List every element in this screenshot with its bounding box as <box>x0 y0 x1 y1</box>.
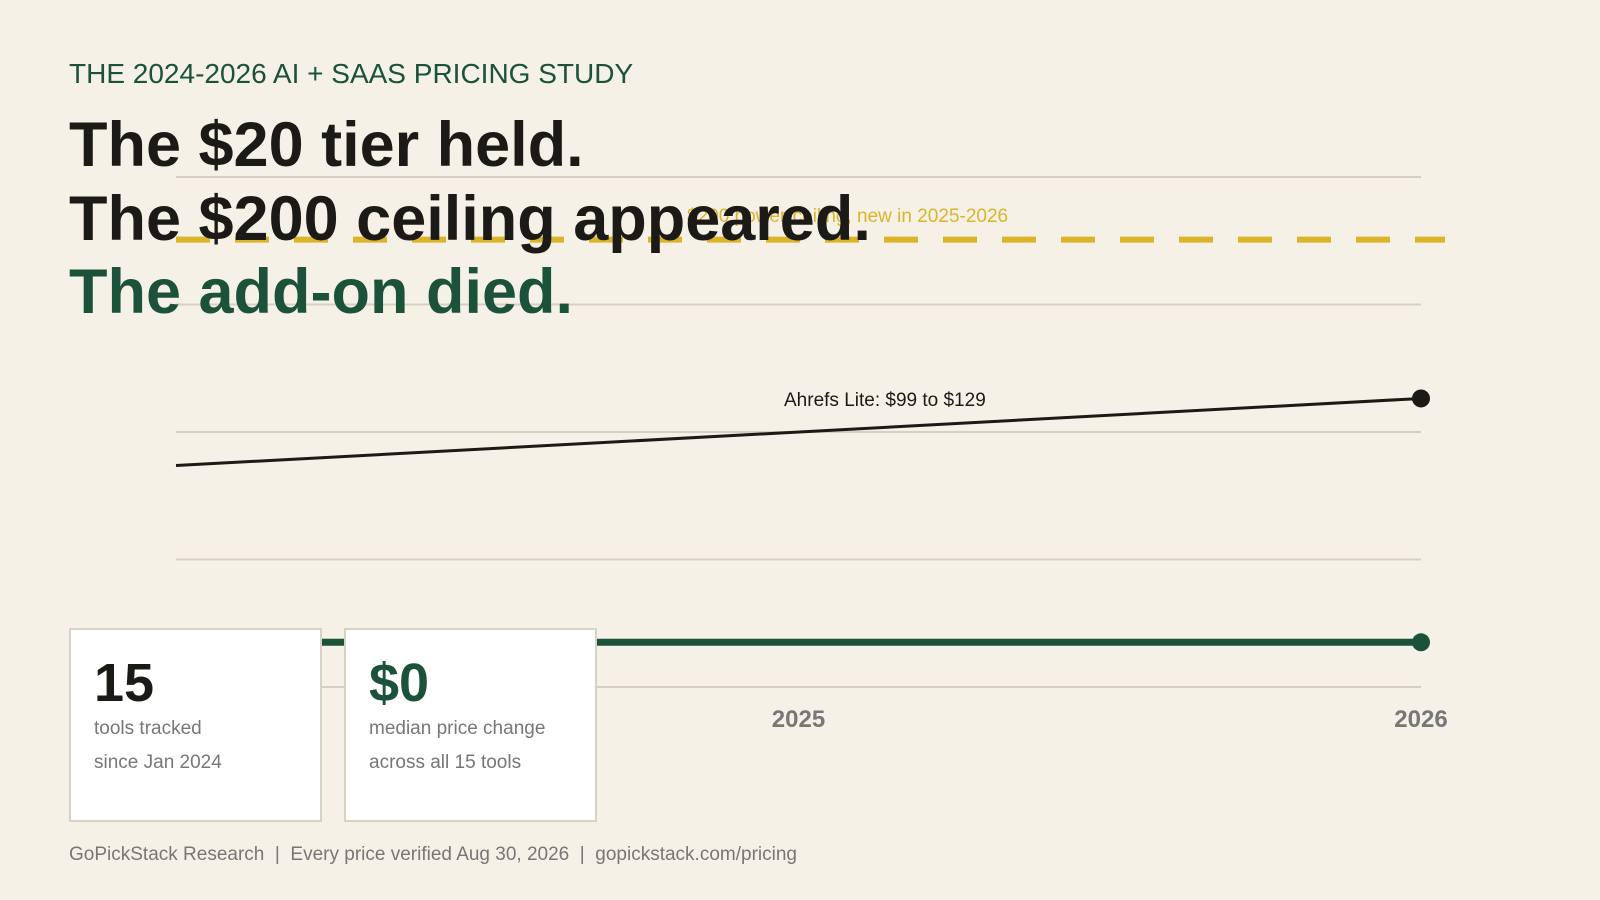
stat-value: $0 <box>369 653 430 713</box>
stat-card: $0 median price change across all 15 too… <box>344 628 597 822</box>
headline-line: The $20 tier held. <box>69 110 584 180</box>
stat-label: since Jan 2024 <box>94 752 222 773</box>
x-tick-label: 2026 <box>1394 706 1447 733</box>
reference-label: $200 power-ceiling, new in 2025-2026 <box>687 206 1008 227</box>
series-annotation: Ahrefs Lite: $99 to $129 <box>784 390 986 411</box>
series-line <box>175 396 1422 468</box>
eyebrow: THE 2024-2026 AI + SAAS PRICING STUDY <box>69 58 634 89</box>
headline-line: The add-on died. <box>69 257 573 327</box>
stat-value: 15 <box>94 653 155 713</box>
stat-label: median price change <box>369 718 546 739</box>
footer: GoPickStack Research | Every price verif… <box>69 844 797 865</box>
end-point <box>1412 389 1430 408</box>
headline-line: The $200 ceiling appeared. <box>69 184 871 254</box>
stat-label: across all 15 tools <box>369 752 522 773</box>
end-point <box>1412 633 1430 652</box>
x-tick-label: 2025 <box>772 706 825 733</box>
stat-label: tools tracked <box>94 718 202 739</box>
stat-card: 15 tools tracked since Jan 2024 <box>69 628 322 822</box>
